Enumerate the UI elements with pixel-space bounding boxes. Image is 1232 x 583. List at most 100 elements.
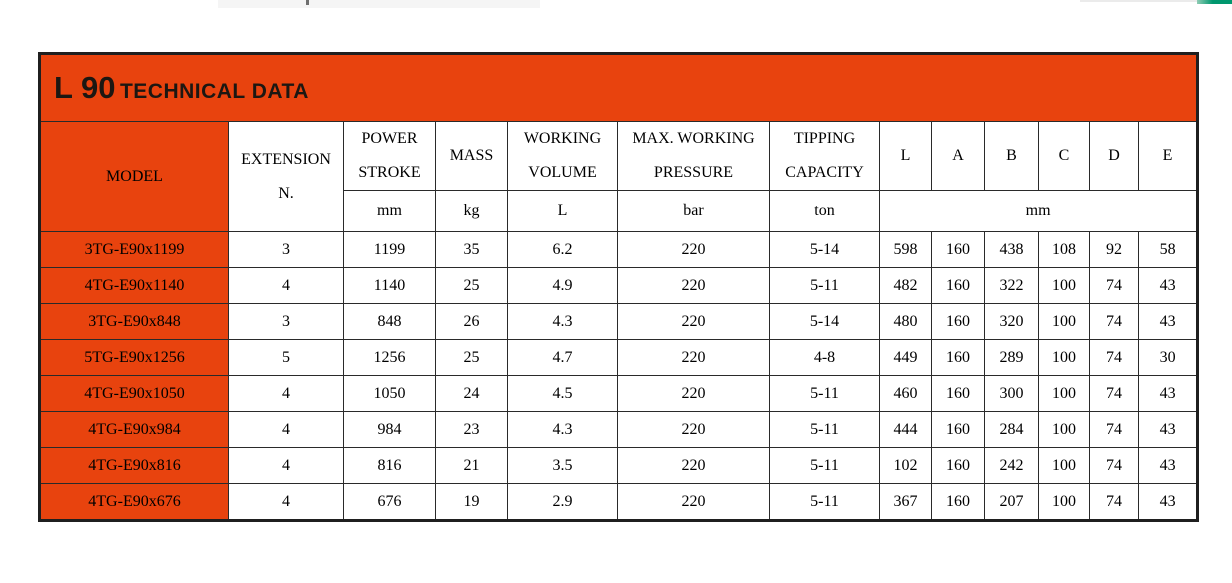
- top-right-green-bar: [1197, 0, 1232, 4]
- data-cell: 289: [984, 339, 1039, 376]
- table-row: 4TG-E90x1140 4 1140 25 4.9 220 5-11 482 160 322 10…: [39, 267, 1199, 304]
- data-cell: 23: [435, 411, 508, 448]
- table-row: 4TG-E90x816 4 816 21 3.5 220 5-11 102 160 242 100 7…: [39, 447, 1199, 484]
- data-cell: 242: [984, 447, 1039, 484]
- data-cell: 322: [984, 267, 1039, 304]
- data-cell: 220: [617, 411, 770, 448]
- unit-working-volume: L: [507, 190, 618, 232]
- data-cell: 5-11: [769, 447, 880, 484]
- table-row: 3TG-E90x848 3 848 26 4.3 220 5-14 480 160 320 100 7…: [39, 303, 1199, 340]
- top-cutoff-line: [1080, 0, 1215, 2]
- model-cell: 3TG-E90x1199: [39, 231, 229, 268]
- data-cell: 220: [617, 339, 770, 376]
- table-row: 5TG-E90x1256 5 1256 25 4.7 220 4-8 449 160 289 100…: [39, 339, 1199, 376]
- header-dim-a: A: [931, 121, 985, 191]
- data-cell: 4.9: [507, 267, 618, 304]
- data-cell: 43: [1137, 483, 1199, 521]
- data-cell: 26: [435, 303, 508, 340]
- data-cell: 4: [228, 447, 344, 484]
- data-cell: 160: [931, 267, 985, 304]
- data-cell: 220: [617, 483, 770, 521]
- data-cell: 100: [1038, 447, 1090, 484]
- data-cell: 598: [879, 231, 932, 268]
- data-cell: 300: [984, 375, 1039, 412]
- header-working-volume-line2: VOLUME: [528, 164, 597, 181]
- header-working-volume: WORKING VOLUME: [507, 121, 618, 191]
- table-header-row: MODEL EXTENSION N. POWER STROKE MASS WOR…: [39, 121, 1199, 232]
- data-cell: 4.3: [507, 303, 618, 340]
- table-title-row: L 90 TECHNICAL DATA: [38, 53, 1199, 122]
- data-cell: 160: [931, 375, 985, 412]
- data-cell: 4: [228, 483, 344, 521]
- data-cell: 160: [931, 447, 985, 484]
- data-cell: 43: [1137, 411, 1199, 448]
- data-cell: 5-14: [769, 303, 880, 340]
- header-mass: MASS: [435, 121, 508, 191]
- data-cell: 367: [879, 483, 932, 521]
- data-cell: 460: [879, 375, 932, 412]
- data-cell: 1050: [343, 375, 436, 412]
- header-dim-l: L: [879, 121, 932, 191]
- data-cell: 676: [343, 483, 436, 521]
- data-cell: 220: [617, 447, 770, 484]
- data-cell: 4.7: [507, 339, 618, 376]
- header-dim-b: B: [984, 121, 1039, 191]
- data-cell: 108: [1038, 231, 1090, 268]
- data-cell: 4: [228, 375, 344, 412]
- data-cell: 19: [435, 483, 508, 521]
- model-cell: 4TG-E90x1050: [39, 375, 229, 412]
- data-cell: 100: [1038, 303, 1090, 340]
- data-cell: 5-14: [769, 231, 880, 268]
- table-title-label: TECHNICAL DATA: [119, 80, 309, 103]
- table-title-series: L 90: [54, 70, 116, 105]
- table-row: 3TG-E90x1199 3 1199 35 6.2 220 5-14 598 160 438 10…: [39, 231, 1199, 268]
- data-cell: 449: [879, 339, 932, 376]
- data-cell: 25: [435, 267, 508, 304]
- model-cell: 4TG-E90x676: [39, 483, 229, 521]
- header-dim-c: C: [1038, 121, 1090, 191]
- header-extension-line1: EXTENSION: [241, 150, 331, 168]
- header-extension: EXTENSION N.: [228, 121, 344, 232]
- model-cell: 4TG-E90x1140: [39, 267, 229, 304]
- top-cutoff-tick: [306, 0, 309, 5]
- header-power-stroke-line2: STROKE: [358, 164, 421, 181]
- data-cell: 25: [435, 339, 508, 376]
- unit-max-pressure: bar: [617, 190, 770, 232]
- unit-mass: kg: [435, 190, 508, 232]
- data-cell: 220: [617, 267, 770, 304]
- header-model: MODEL: [39, 121, 229, 232]
- data-cell: 74: [1089, 375, 1139, 412]
- data-cell: 74: [1089, 483, 1139, 521]
- header-max-pressure-line1: MAX. WORKING: [632, 130, 755, 148]
- data-cell: 3.5: [507, 447, 618, 484]
- unit-tipping-capacity: ton: [769, 190, 880, 232]
- data-cell: 160: [931, 411, 985, 448]
- data-cell: 160: [931, 231, 985, 268]
- data-cell: 4-8: [769, 339, 880, 376]
- header-dim-e: E: [1137, 121, 1199, 191]
- data-cell: 74: [1089, 267, 1139, 304]
- data-cell: 220: [617, 375, 770, 412]
- data-cell: 220: [617, 231, 770, 268]
- data-cell: 21: [435, 447, 508, 484]
- data-cell: 3: [228, 231, 344, 268]
- data-cell: 5-11: [769, 375, 880, 412]
- data-cell: 5: [228, 339, 344, 376]
- data-cell: 160: [931, 303, 985, 340]
- header-max-pressure: MAX. WORKING PRESSURE: [617, 121, 770, 191]
- table-title: L 90 TECHNICAL DATA: [38, 53, 1199, 122]
- data-cell: 438: [984, 231, 1039, 268]
- data-cell: 984: [343, 411, 436, 448]
- header-tipping-capacity: TIPPING CAPACITY: [769, 121, 880, 191]
- data-cell: 284: [984, 411, 1039, 448]
- data-cell: 1199: [343, 231, 436, 268]
- data-cell: 444: [879, 411, 932, 448]
- data-cell: 43: [1137, 375, 1199, 412]
- data-cell: 816: [343, 447, 436, 484]
- data-cell: 1256: [343, 339, 436, 376]
- data-cell: 92: [1089, 231, 1139, 268]
- model-cell: 4TG-E90x984: [39, 411, 229, 448]
- technical-data-table: L 90 TECHNICAL DATA MODEL EXTENSION N. P…: [38, 52, 1200, 522]
- data-cell: 220: [617, 303, 770, 340]
